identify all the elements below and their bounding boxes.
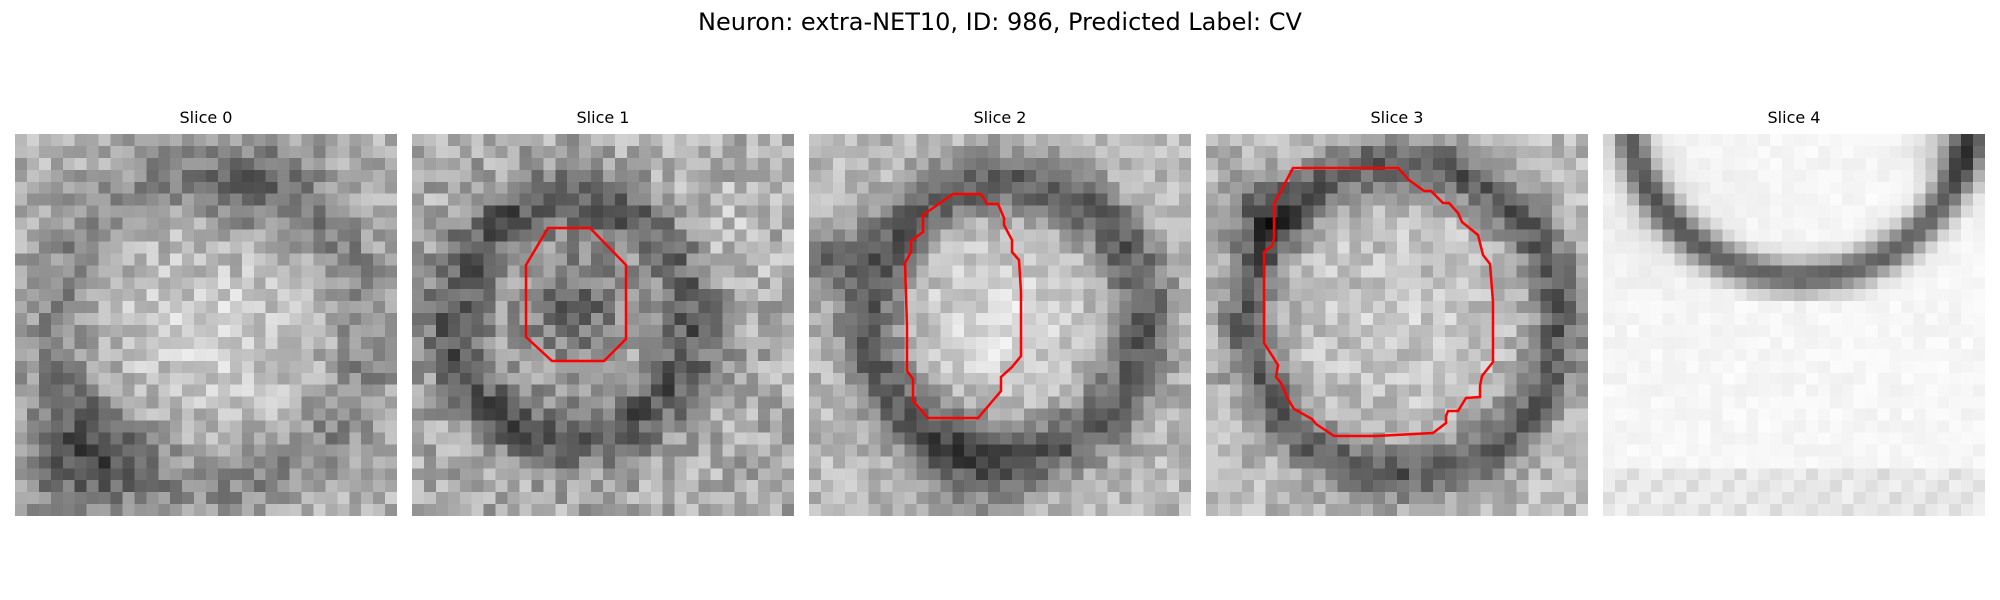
slice-title: Slice 2: [973, 108, 1027, 127]
slice-title: Slice 3: [1370, 108, 1424, 127]
slice-title: Slice 4: [1767, 108, 1821, 127]
slice-title: Slice 1: [576, 108, 630, 127]
contour-overlay: [1262, 166, 1495, 438]
contour-overlay: [903, 192, 1023, 420]
slice-image: [15, 134, 397, 516]
contour-overlay: [524, 226, 628, 363]
slice-image: [412, 134, 794, 516]
contour-overlay: [1603, 134, 1985, 516]
segmentation-contour: [903, 192, 1023, 420]
segmentation-contour: [524, 226, 628, 363]
slice-title: Slice 0: [179, 108, 233, 127]
figure-title: Neuron: extra-NET10, ID: 986, Predicted …: [698, 8, 1302, 36]
contour-overlay: [15, 134, 397, 516]
segmentation-contour: [1262, 166, 1495, 438]
slice-image: [1603, 134, 1985, 516]
slice-image: [1206, 134, 1588, 516]
slice-image: [809, 134, 1191, 516]
